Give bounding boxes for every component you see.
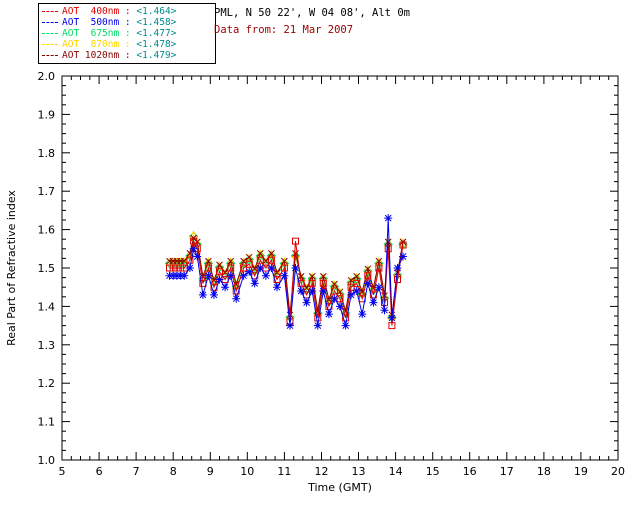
x-tick-label: 6 — [96, 465, 103, 478]
legend-label: AOT 675nm : — [62, 28, 137, 39]
legend-item: AOT 400nm : <1.464> — [42, 6, 212, 17]
y-axis-label: Real Part of Refractive index — [5, 190, 18, 346]
legend-box: AOT 400nm : <1.464> AOT 500nm : <1.458> AO… — [38, 3, 216, 64]
legend-mean-value: <1.477> — [136, 28, 177, 39]
legend-line-sample — [42, 55, 58, 56]
x-tick-label: 13 — [352, 465, 366, 478]
x-tick-label: 7 — [133, 465, 140, 478]
legend-line-sample — [42, 11, 58, 12]
legend-item: AOT 500nm : <1.458> — [42, 17, 212, 28]
y-tick-label: 1.6 — [38, 224, 56, 237]
legend-item: AOT 675nm : <1.477> — [42, 28, 212, 39]
legend-mean-value: <1.458> — [136, 17, 177, 28]
y-tick-label: 1.0 — [38, 454, 56, 467]
legend-line-sample — [42, 22, 58, 23]
legend-label: AOT 500nm : — [62, 17, 137, 28]
legend-label: AOT 400nm : — [62, 6, 137, 17]
x-tick-label: 20 — [611, 465, 625, 478]
x-tick-label: 10 — [240, 465, 254, 478]
legend-mean-value: <1.479> — [136, 50, 177, 61]
y-tick-label: 1.5 — [38, 262, 56, 275]
y-tick-label: 2.0 — [38, 70, 56, 83]
data-date: Data from: 21 Mar 2007 — [214, 24, 354, 36]
legend-item: AOT 870nm : <1.478> — [42, 39, 212, 50]
plot-header: PML, N 50 22', W 04 08', Alt 0m Data fro… — [214, 5, 410, 39]
x-tick-label: 17 — [500, 465, 514, 478]
legend-line-sample — [42, 44, 58, 45]
plot-frame — [61, 75, 619, 461]
x-tick-label: 12 — [315, 465, 329, 478]
y-tick-label: 1.2 — [38, 377, 56, 390]
legend-item: AOT 1020nm : <1.479> — [42, 50, 212, 61]
station-info: PML, N 50 22', W 04 08', Alt 0m — [214, 7, 410, 19]
x-tick-label: 16 — [463, 465, 477, 478]
y-tick-label: 1.7 — [38, 185, 56, 198]
legend-mean-value: <1.478> — [136, 39, 177, 50]
legend-mean-value: <1.464> — [136, 6, 177, 17]
x-tick-label: 8 — [170, 465, 177, 478]
legend-line-sample — [42, 33, 58, 34]
series-markers-aot-500nm — [165, 214, 407, 330]
x-axis-label: Time (GMT) — [307, 481, 372, 494]
x-tick-label: 9 — [207, 465, 214, 478]
x-tick-label: 14 — [389, 465, 403, 478]
y-tick-label: 1.4 — [38, 300, 56, 313]
y-tick-label: 1.3 — [38, 339, 56, 352]
x-tick-label: 18 — [537, 465, 551, 478]
y-tick-label: 1.1 — [38, 416, 56, 429]
x-tick-label: 19 — [574, 465, 588, 478]
x-tick-label: 5 — [59, 465, 66, 478]
legend-label: AOT 870nm : — [62, 39, 137, 50]
x-tick-label: 15 — [426, 465, 440, 478]
x-tick-label: 11 — [277, 465, 291, 478]
legend-label: AOT 1020nm : — [62, 50, 137, 61]
y-tick-label: 1.8 — [38, 147, 56, 160]
y-tick-label: 1.9 — [38, 108, 56, 121]
series-markers-aot-400nm — [166, 237, 407, 330]
